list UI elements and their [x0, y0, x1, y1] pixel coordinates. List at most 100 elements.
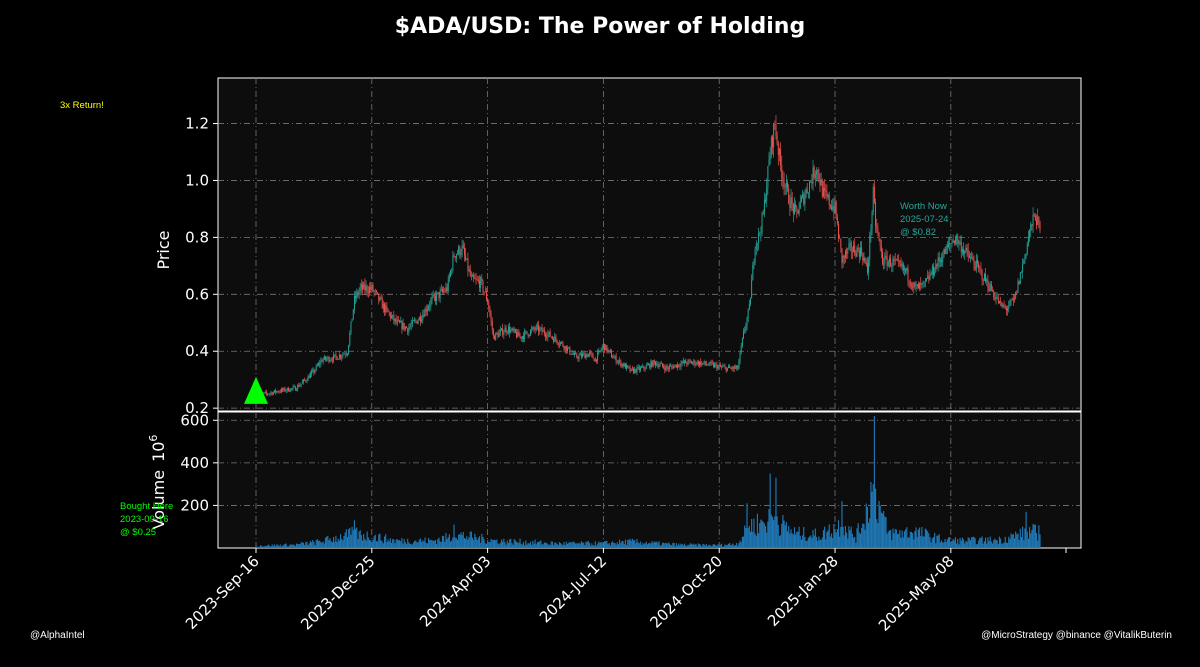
candle-body: [744, 330, 746, 332]
volume-bar: [593, 545, 595, 548]
candle-body: [621, 363, 623, 366]
candle-body: [956, 235, 958, 240]
candle-body: [671, 365, 673, 367]
candle-body: [423, 314, 425, 317]
volume-bar: [894, 528, 896, 548]
volume-bar: [370, 540, 372, 548]
candle-body: [715, 364, 717, 365]
candle-body: [555, 336, 557, 341]
volume-bar: [755, 535, 757, 548]
candle-body: [662, 363, 663, 367]
volume-bar: [984, 537, 987, 548]
volume-bar: [1026, 531, 1028, 548]
candle-body: [957, 235, 959, 244]
footer-right-handles: @MicroStrategy @binance @VitalikButerin: [981, 630, 1172, 641]
candle-body: [325, 356, 326, 360]
candle-body: [883, 263, 885, 265]
volume-bar: [722, 546, 724, 548]
candle-body: [1000, 301, 1002, 302]
volume-bar: [502, 541, 504, 548]
candle-body: [336, 356, 338, 360]
candle-body: [636, 367, 638, 373]
candle-body: [1005, 307, 1007, 311]
volume-bar: [766, 532, 768, 548]
volume-bar: [950, 541, 952, 548]
volume-bar: [1022, 526, 1024, 548]
candle-body: [975, 260, 977, 270]
candle-body: [648, 364, 650, 366]
candle-body: [1002, 304, 1004, 307]
volume-bar: [934, 532, 936, 548]
volume-bar: [485, 543, 488, 548]
volume-bar: [726, 544, 728, 548]
volume-bar: [504, 542, 506, 548]
volume-bar: [858, 532, 860, 548]
candle-body: [433, 294, 435, 297]
volume-bar: [624, 539, 626, 548]
candle-body: [592, 354, 594, 359]
candle-body: [832, 206, 834, 210]
candle-body: [445, 287, 447, 292]
volume-bar: [636, 538, 638, 548]
candle-body: [631, 368, 633, 370]
volume-bar: [499, 542, 501, 548]
candle-body: [386, 305, 388, 309]
candle-body: [929, 274, 931, 280]
volume-bar: [470, 531, 472, 548]
volume-bar: [864, 529, 866, 548]
candle-body: [525, 331, 527, 332]
volume-bar: [411, 544, 413, 548]
volume-bar: [683, 543, 686, 548]
volume-bar: [819, 539, 821, 548]
candle-body: [650, 361, 652, 368]
volume-bar: [429, 540, 431, 548]
candle-body: [348, 345, 350, 354]
candle-body: [1010, 299, 1012, 301]
volume-bar: [534, 539, 536, 548]
candle-body: [722, 366, 724, 368]
volume-bar: [656, 541, 658, 548]
candle-body: [657, 364, 659, 367]
volume-bar: [782, 515, 784, 548]
candle-body: [545, 334, 546, 337]
candle-body: [271, 392, 273, 395]
volume-bar: [748, 525, 750, 548]
volume-bar: [754, 533, 756, 548]
candle-body: [800, 197, 802, 202]
price-gridlines: [218, 78, 1081, 411]
candle-body: [414, 320, 416, 321]
candle-body: [709, 361, 711, 366]
volume-bar: [987, 537, 989, 548]
volume-bar: [918, 527, 921, 548]
volume-bar: [829, 536, 831, 548]
candle-body: [626, 365, 628, 369]
volume-bar: [869, 518, 871, 548]
volume-bar: [795, 534, 797, 548]
candle-body: [521, 336, 523, 339]
candle-body: [741, 338, 743, 346]
volume-bar: [554, 542, 556, 548]
candle-body: [731, 367, 733, 370]
volume-bar: [455, 538, 457, 548]
candle-body: [484, 291, 486, 293]
candle-body: [533, 327, 535, 330]
candle-body: [724, 366, 726, 368]
volume-bar: [1011, 534, 1013, 548]
volume-bar: [874, 488, 877, 548]
candle-body: [961, 249, 963, 253]
candle-body: [898, 259, 900, 261]
volume-bar: [405, 544, 408, 548]
candle-body: [1033, 214, 1035, 216]
volume-bar: [690, 543, 693, 548]
volume-bar: [660, 545, 662, 548]
candle-body: [855, 253, 857, 257]
candle-body: [329, 360, 331, 362]
volume-bar: [386, 542, 388, 548]
candle-body: [1024, 254, 1026, 261]
candle-body: [366, 286, 368, 292]
volume-bar: [1001, 543, 1003, 548]
volume-bar: [641, 544, 643, 548]
volume-bar: [313, 541, 315, 548]
volume-bar: [422, 540, 424, 548]
volume-bar: [308, 543, 310, 548]
